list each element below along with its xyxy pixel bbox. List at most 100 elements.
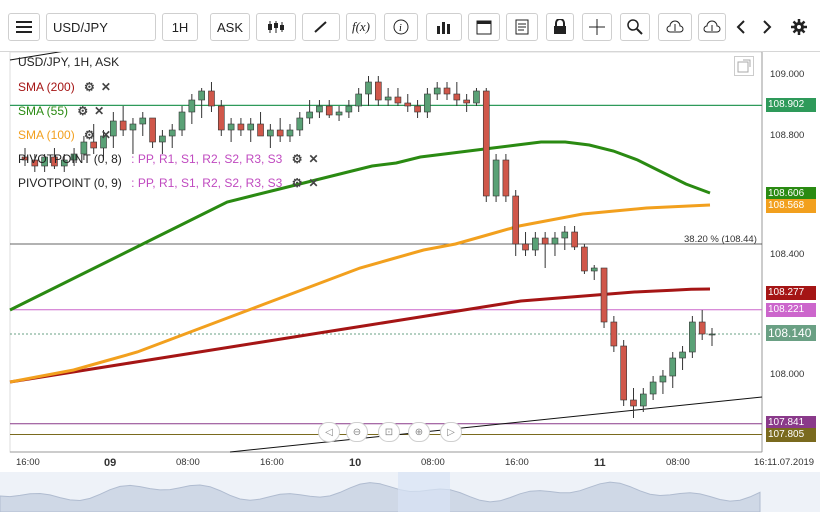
sma55-line <box>9 140 711 312</box>
indicators-button[interactable] <box>426 13 462 41</box>
magnifier-icon <box>627 19 643 35</box>
gear-icon[interactable]: ⚙ <box>291 176 303 190</box>
close-icon[interactable]: ✕ <box>100 80 111 94</box>
candle <box>257 112 264 137</box>
candle <box>708 328 716 346</box>
candle <box>679 346 686 370</box>
candle <box>414 100 421 118</box>
calendar-button[interactable] <box>468 13 500 41</box>
price-chart[interactable] <box>0 52 820 512</box>
candle <box>649 376 657 400</box>
time-tick: 08:00 <box>421 457 445 468</box>
trend-line <box>229 396 763 453</box>
time-tick: 16:00 <box>16 457 40 468</box>
candle <box>70 148 78 166</box>
candle <box>384 88 392 106</box>
candle <box>51 148 58 169</box>
close-icon[interactable]: ✕ <box>94 104 105 118</box>
menu-button[interactable] <box>8 13 40 41</box>
sma200-label: SMA (200) <box>18 80 75 94</box>
candle <box>296 112 304 136</box>
price-label-pivot: 108.221 <box>766 303 816 317</box>
expand-button[interactable] <box>734 56 754 76</box>
price-tick: 108.800 <box>770 130 805 141</box>
chart-type-button[interactable] <box>256 13 296 41</box>
time-tick: 16:00 <box>260 457 284 468</box>
chevron-left-icon: ◁ <box>325 426 333 438</box>
pan-right-button[interactable]: ▷ <box>440 422 462 442</box>
gear-icon[interactable]: ⚙ <box>84 80 95 94</box>
candle <box>610 316 618 352</box>
settings-button[interactable] <box>788 13 810 41</box>
gear-icon[interactable]: ⚙ <box>84 128 95 142</box>
candle <box>551 232 559 256</box>
gear-icon[interactable]: ⚙ <box>77 104 89 118</box>
zoom-in-button[interactable]: ⊕ <box>408 422 430 442</box>
candle <box>21 148 29 166</box>
candle <box>247 118 255 142</box>
candle <box>561 226 569 250</box>
function-button[interactable]: f(x) <box>346 13 376 41</box>
candle <box>60 154 68 172</box>
price-label-s1: 107.841 <box>766 416 816 430</box>
candle <box>600 267 608 328</box>
cloud-download-icon <box>703 20 721 33</box>
timeframe-button[interactable]: 1H <box>162 13 198 41</box>
navigator-area <box>0 481 761 512</box>
side-button[interactable]: ASK <box>210 13 250 41</box>
scroll-right-button[interactable] <box>756 13 778 41</box>
trend-line <box>9 52 62 61</box>
chevron-right-icon <box>763 20 772 34</box>
candle <box>375 76 382 106</box>
close-icon[interactable]: ✕ <box>308 152 319 166</box>
candle <box>502 154 510 202</box>
gear-icon[interactable]: ⚙ <box>291 152 303 166</box>
symbol-input[interactable]: USD/JPY <box>46 13 156 41</box>
gear-icon <box>791 19 807 35</box>
hamburger-icon <box>16 21 32 33</box>
candle <box>41 154 48 172</box>
side-label: ASK <box>216 19 243 35</box>
candle <box>217 100 225 136</box>
pivot1-legend: PIVOTPOINT (0, 8) : PP, R1, S1, R2, S2, … <box>18 152 319 166</box>
sma100-line <box>9 203 711 384</box>
close-icon[interactable]: ✕ <box>100 128 111 142</box>
info-icon: i <box>393 19 409 35</box>
candle <box>532 232 539 256</box>
draw-button[interactable] <box>302 13 340 41</box>
sma55-label: SMA (55) <box>18 104 69 118</box>
scroll-left-button[interactable] <box>730 13 752 41</box>
crosshair-button[interactable] <box>582 13 612 41</box>
zoom-button[interactable] <box>620 13 650 41</box>
zoom-out-icon: ⊖ <box>352 426 362 438</box>
lock-button[interactable] <box>546 13 574 41</box>
price-label-sma100: 108.568 <box>766 199 816 213</box>
price-label-s2: 107.805 <box>766 428 816 442</box>
candle <box>394 88 402 106</box>
pivot2-label: PIVOTPOINT (0, 9) <box>18 176 122 190</box>
info-button[interactable]: i <box>384 13 418 41</box>
zoom-out-button[interactable]: ⊖ <box>346 422 368 442</box>
pan-left-button[interactable]: ◁ <box>318 422 340 442</box>
navigator-window <box>398 472 450 512</box>
chevron-right-icon: ▷ <box>447 426 455 438</box>
candles-icon <box>268 21 284 33</box>
pivot2-legend: PIVOTPOINT (0, 9) : PP, R1, S1, R2, S2, … <box>18 176 319 190</box>
candle <box>698 310 706 340</box>
sma200-legend: SMA (200) ⚙ ✕ <box>18 80 111 94</box>
news-button[interactable] <box>506 13 538 41</box>
chart-area[interactable]: USD/JPY, 1H, ASK SMA (200) ⚙ ✕ SMA (55) ⚙… <box>0 52 820 512</box>
candle <box>316 100 323 118</box>
candle <box>581 244 588 274</box>
bar-chart-icon <box>437 22 450 34</box>
download-button[interactable] <box>698 13 726 41</box>
candle <box>669 352 677 388</box>
reset-button[interactable]: ⊡ <box>378 422 400 442</box>
candle <box>159 130 166 154</box>
upload-button[interactable] <box>658 13 692 41</box>
candle <box>482 88 490 202</box>
candle <box>443 82 451 100</box>
candle <box>90 124 97 154</box>
candle <box>198 88 205 118</box>
close-icon[interactable]: ✕ <box>308 176 319 190</box>
